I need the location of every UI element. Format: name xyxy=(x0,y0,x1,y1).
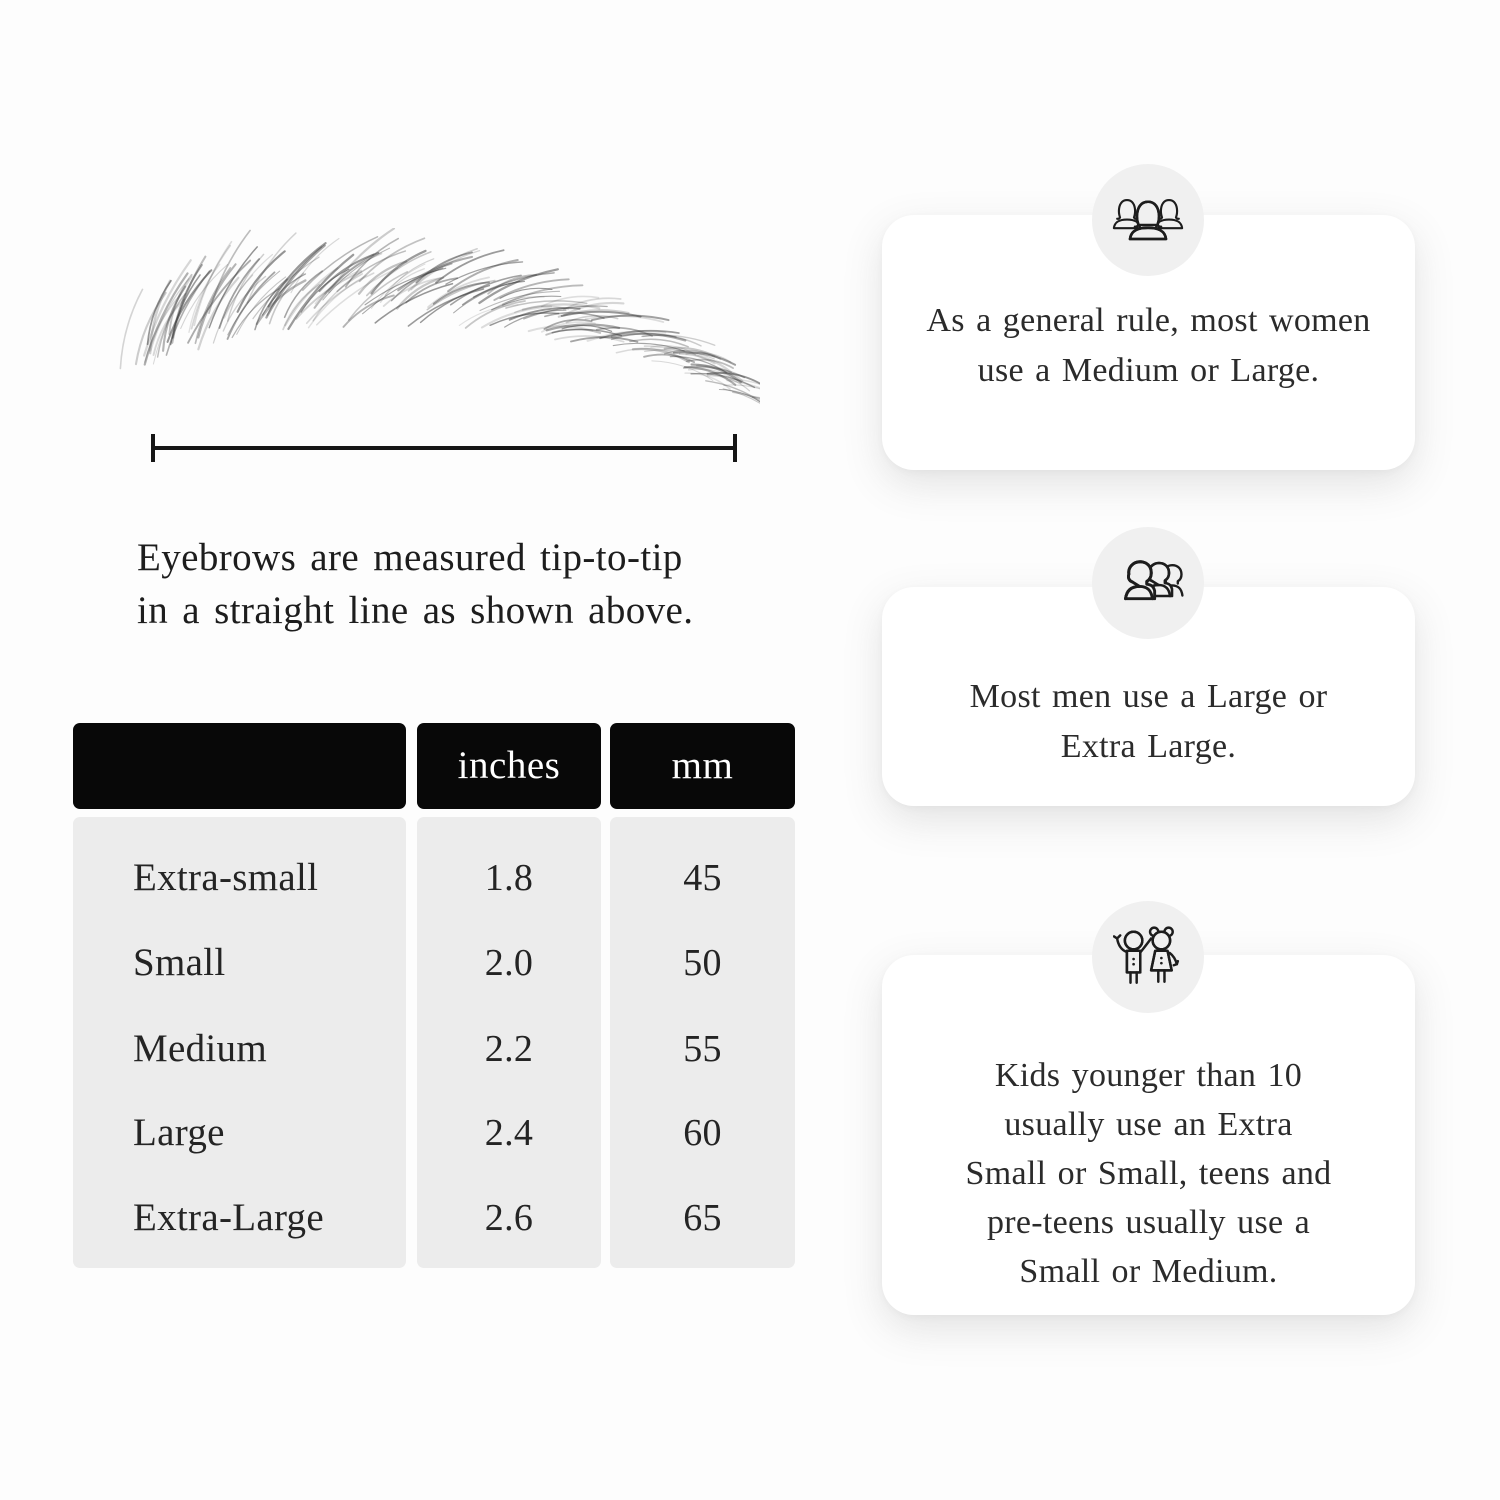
inches-value: 2.0 xyxy=(484,942,534,984)
card-text-line: Kids younger than 10 xyxy=(994,1057,1303,1094)
size-label: Extra-small xyxy=(133,856,319,899)
card-text-line: Most men use a Large or xyxy=(969,678,1328,715)
table-header-mm: mm xyxy=(610,723,795,809)
table-row: Extra-small 1.8 45 xyxy=(73,848,795,908)
card-text-line: Extra Large. xyxy=(1060,728,1237,765)
measurement-line-bar xyxy=(155,446,733,450)
kids-icon xyxy=(1113,926,1180,984)
mm-value: 60 xyxy=(683,1112,722,1154)
inches-value: 2.4 xyxy=(484,1112,534,1154)
size-label: Extra-Large xyxy=(133,1196,324,1239)
kids-icon-badge xyxy=(1092,901,1204,1013)
info-card-kids xyxy=(882,955,1415,1315)
size-label: Medium xyxy=(133,1027,267,1070)
table-column-mm xyxy=(610,817,795,1268)
inches-value: 2.2 xyxy=(484,1028,534,1070)
women-group-icon xyxy=(1112,198,1184,241)
table-column-size xyxy=(73,817,406,1268)
caption-line-1: Eyebrows are measured tip-to-tip xyxy=(137,536,683,579)
table-row: Large 2.4 60 xyxy=(73,1103,795,1163)
table-row: Extra-Large 2.6 65 xyxy=(73,1188,795,1248)
women-icon-badge xyxy=(1092,164,1204,276)
card-text-line: usually use an Extra xyxy=(1004,1106,1293,1143)
card-text-line: Small or Medium. xyxy=(1019,1253,1278,1290)
measurement-line xyxy=(151,434,737,462)
mm-value: 50 xyxy=(683,942,722,984)
eyebrow-illustration xyxy=(119,228,760,404)
table-header-inches: inches xyxy=(417,723,601,809)
card-text-line: As a general rule, most women xyxy=(926,302,1371,339)
card-text-line: Small or Small, teens and xyxy=(965,1155,1332,1192)
table-row: Small 2.0 50 xyxy=(73,933,795,993)
mm-value: 45 xyxy=(683,857,722,899)
mm-value: 65 xyxy=(683,1197,722,1239)
table-row: Medium 2.2 55 xyxy=(73,1019,795,1079)
card-text-line: pre-teens usually use a xyxy=(986,1204,1311,1241)
info-card-men-text: Most men use a Large or Extra Large. xyxy=(882,672,1415,772)
size-table: Extra-small 1.8 45 Small 2.0 50 Medium 2… xyxy=(73,817,795,1268)
caption-line-2: in a straight line as shown above. xyxy=(137,589,694,632)
measurement-caption: Eyebrows are measured tip-to-tip in a st… xyxy=(137,531,797,637)
mm-value: 55 xyxy=(683,1028,722,1070)
card-text-line: use a Medium or Large. xyxy=(977,352,1320,389)
table-column-inches xyxy=(417,817,601,1268)
men-icon-badge xyxy=(1092,527,1204,639)
inches-value: 2.6 xyxy=(484,1197,534,1239)
inches-value: 1.8 xyxy=(484,857,534,899)
info-card-women-text: As a general rule, most women use a Mediu… xyxy=(882,296,1415,396)
info-card-kids-text: Kids younger than 10 usually use an Extra… xyxy=(882,1051,1415,1296)
table-header-size xyxy=(73,723,406,809)
size-label: Large xyxy=(133,1111,225,1154)
men-group-icon xyxy=(1124,560,1184,601)
size-label: Small xyxy=(133,941,226,984)
